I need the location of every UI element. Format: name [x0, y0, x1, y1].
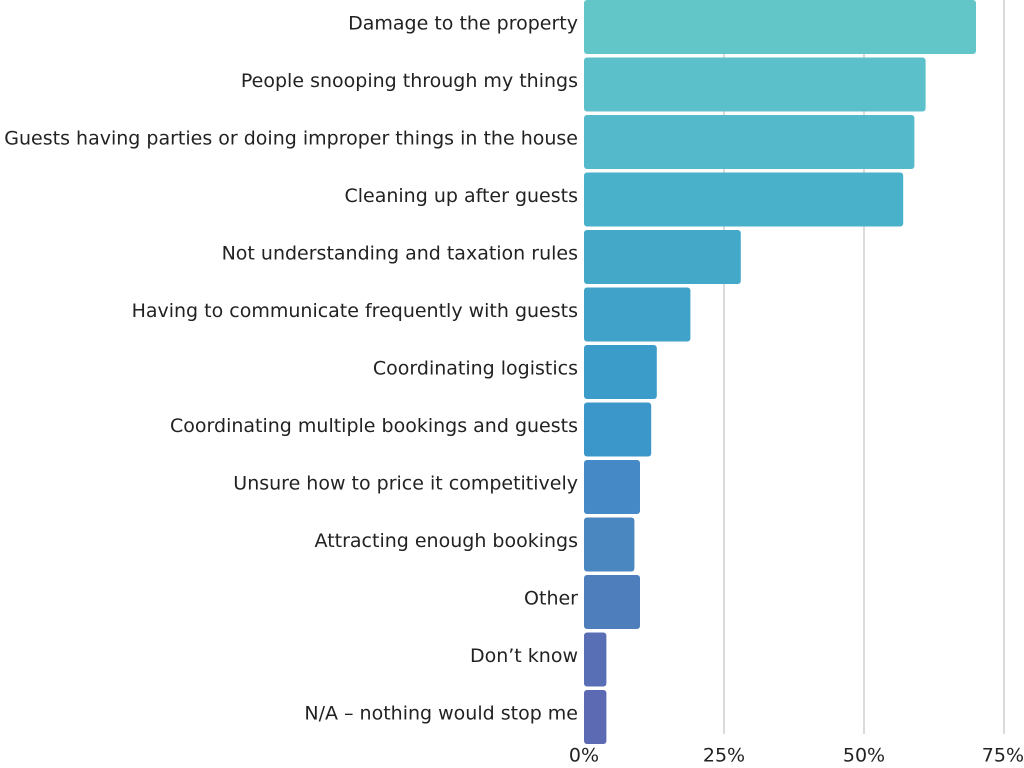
x-tick-label-0: 0% [569, 745, 599, 767]
bar-7 [584, 402, 652, 457]
bar-0 [584, 0, 976, 54]
category-label-3: Cleaning up after guests [344, 185, 578, 207]
category-label-5: Having to communicate frequently with gu… [132, 300, 578, 322]
category-label-10: Other [524, 588, 578, 610]
category-label-7: Coordinating multiple bookings and guest… [170, 415, 578, 437]
bar-12 [584, 690, 607, 744]
bar-6 [584, 345, 657, 399]
bar-8 [584, 460, 640, 514]
category-label-12: N/A – nothing would stop me [304, 703, 578, 725]
x-axis-tick-labels: 0% 25% 50% 75% [569, 745, 1024, 767]
bar-3 [584, 172, 904, 227]
bar-1 [584, 57, 926, 112]
category-label-11: Don’t know [470, 645, 578, 667]
bar-5 [584, 287, 691, 342]
x-tick-label-25: 25% [703, 745, 745, 767]
bar-4 [584, 230, 741, 284]
bar-2 [584, 115, 915, 169]
category-label-1: People snooping through my things [241, 70, 578, 92]
bar-10 [584, 575, 640, 629]
category-label-9: Attracting enough bookings [315, 530, 578, 552]
category-labels: Damage to the property People snooping th… [4, 13, 578, 725]
bar-11 [584, 632, 607, 687]
x-tick-label-50: 50% [843, 745, 885, 767]
category-label-6: Coordinating logistics [373, 358, 578, 380]
category-label-4: Not understanding and taxation rules [222, 243, 578, 265]
bar-9 [584, 517, 635, 572]
category-label-0: Damage to the property [348, 13, 578, 35]
category-label-8: Unsure how to price it competitively [233, 473, 578, 495]
bars [584, 0, 976, 744]
category-label-2: Guests having parties or doing improper … [4, 128, 578, 150]
x-tick-label-75: 75% [982, 745, 1024, 767]
